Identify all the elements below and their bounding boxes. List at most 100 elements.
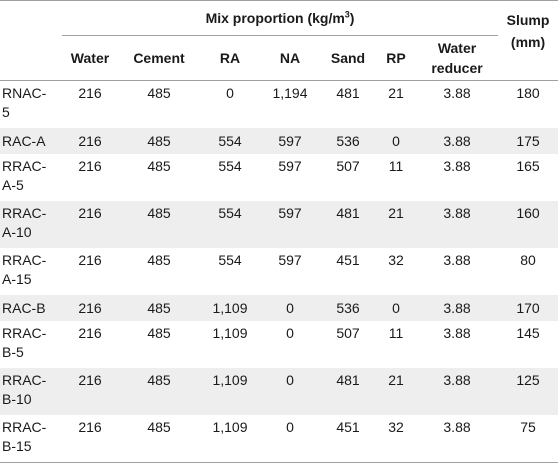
cement-header: Cement (118, 35, 200, 81)
sand-cell: 481 (320, 201, 376, 248)
water-cell: 216 (62, 368, 118, 415)
water-cell: 216 (62, 201, 118, 248)
cement-cell: 485 (118, 295, 200, 321)
rp-cell: 21 (376, 368, 416, 415)
rp-cell: 32 (376, 415, 416, 463)
cement-cell: 485 (147, 325, 171, 341)
rp-cell: 21 (388, 85, 404, 101)
mix-label-cell: RAC-A (0, 128, 62, 154)
table-row: RNAC- 5 216 485 0 1,194 481 21 3.88 180 (0, 81, 558, 129)
mix-label-line: RRAC- (2, 325, 47, 341)
mix-label-line: B-15 (2, 438, 32, 454)
cement-cell: 485 (118, 368, 200, 415)
table-row: RAC-B 216 485 1,109 0 536 0 3.88 170 (0, 295, 558, 321)
cement-cell: 485 (118, 128, 200, 154)
ra-cell: 1,109 (200, 295, 260, 321)
table-row: RRAC- B-15 216 485 1,109 0 451 32 3.88 75 (0, 415, 558, 463)
sand-cell: 481 (336, 85, 360, 101)
na-cell: 0 (260, 295, 320, 321)
mix-label-line: A-10 (2, 224, 32, 240)
water-cell: 216 (78, 252, 102, 268)
mix-label-line: B-10 (2, 391, 32, 407)
mix-label-cell: RRAC- B-5 (0, 321, 62, 368)
sand-cell: 451 (320, 415, 376, 463)
water-reducer-cell: 3.88 (416, 368, 499, 415)
mix-label-line: RRAC- (2, 158, 47, 174)
header-row-2: Water Cement RA NA Sand RP Water reducer (0, 35, 558, 81)
table-row: RRAC- B-10 216 485 1,109 0 481 21 3.88 125 (0, 368, 558, 415)
na-cell: 597 (260, 201, 320, 248)
water-reducer-cell: 3.88 (416, 295, 499, 321)
rp-cell: 21 (376, 201, 416, 248)
rp-cell: 11 (388, 158, 404, 174)
mix-label-cell: RRAC- A-15 (0, 248, 62, 295)
mix-label-cell: RRAC- B-10 (0, 368, 62, 415)
ra-cell: 554 (218, 252, 242, 268)
header-row-1: Mix proportion (kg/m3) Slump (mm) (0, 0, 558, 81)
mix-column-header-lower (0, 35, 62, 81)
mix-label-line: RRAC- (2, 205, 47, 221)
mix-column-header (0, 0, 62, 36)
mix-label-cell: RAC-B (0, 295, 62, 321)
mix-proportion-group-header: Mix proportion (kg/m3) (62, 0, 499, 36)
slump-cell: 145 (516, 325, 540, 341)
water-cell: 216 (62, 295, 118, 321)
mix-label-line: RRAC- (2, 252, 47, 268)
sand-cell: 536 (320, 128, 376, 154)
mix-label-line: RAC-A (2, 132, 46, 149)
water-reducer-cell: 3.88 (416, 415, 499, 463)
table-row: RRAC- A-5 216 485 554 597 507 11 3.88 165 (0, 154, 558, 201)
water-reducer-cell: 3.88 (416, 128, 499, 154)
cement-cell: 485 (118, 201, 200, 248)
sand-cell: 451 (336, 252, 360, 268)
slump-cell: 125 (498, 368, 558, 415)
mix-label-line: RRAC- (2, 419, 47, 435)
na-cell: 597 (260, 128, 320, 154)
mix-label-cell: RRAC- A-10 (0, 201, 62, 248)
slump-header-line1: Slump (506, 12, 550, 28)
water-reducer-cell: 3.88 (443, 325, 471, 341)
ra-cell: 1,109 (200, 415, 260, 463)
mix-label-line: RNAC- (2, 85, 47, 101)
sand-cell: 507 (336, 158, 360, 174)
rp-cell: 11 (388, 325, 404, 341)
cement-cell: 485 (118, 415, 200, 463)
na-cell: 597 (278, 158, 302, 174)
table-body: RNAC- 5 216 485 0 1,194 481 21 3.88 180 RAC-A 216 48… (0, 81, 558, 463)
mix-label-line: B-5 (2, 344, 24, 360)
water-reducer-cell: 3.88 (416, 201, 499, 248)
water-cell: 216 (78, 158, 102, 174)
table-row: RAC-A 216 485 554 597 536 0 3.88 175 (0, 128, 558, 154)
slump-cell: 180 (516, 85, 540, 101)
rp-cell: 0 (376, 128, 416, 154)
slump-cell: 170 (498, 295, 558, 321)
ra-cell: 554 (200, 128, 260, 154)
rp-cell: 32 (388, 252, 404, 268)
ra-cell: 1,109 (212, 325, 248, 341)
rp-cell: 0 (376, 295, 416, 321)
slump-cell: 160 (498, 201, 558, 248)
slump-header: Slump (mm) (498, 0, 558, 81)
mix-proportion-title-superscript: 3 (344, 8, 350, 19)
mix-proportion-title: Mix proportion (kg/m (205, 9, 345, 26)
mix-label-line: A-15 (2, 271, 32, 287)
na-cell: 1,194 (272, 85, 308, 101)
slump-cell: 80 (520, 252, 536, 268)
cement-cell: 485 (147, 252, 171, 268)
cement-cell: 485 (147, 85, 171, 101)
ra-cell: 554 (200, 201, 260, 248)
table-row: RRAC- A-15 216 485 554 597 451 32 3.88 80 (0, 248, 558, 295)
na-cell: 0 (260, 368, 320, 415)
water-header: Water (62, 35, 118, 81)
mix-label-line: RRAC- (2, 372, 47, 388)
na-cell: 0 (260, 415, 320, 463)
na-cell: 0 (286, 325, 294, 341)
mix-label-line: 5 (2, 104, 10, 120)
sand-cell: 536 (320, 295, 376, 321)
table-row: RRAC- B-5 216 485 1,109 0 507 11 3.88 145 (0, 321, 558, 368)
water-reducer-cell: 3.88 (443, 158, 471, 174)
mix-label-cell: RRAC- A-5 (0, 154, 62, 201)
water-cell: 216 (78, 85, 102, 101)
mix-label-line: A-5 (2, 177, 24, 193)
water-cell: 216 (78, 325, 102, 341)
